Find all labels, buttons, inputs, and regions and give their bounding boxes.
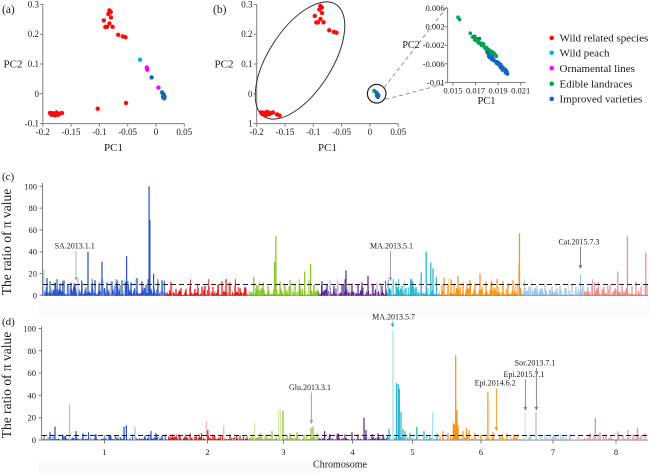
svg-text:0: 0	[33, 290, 37, 300]
svg-text:SA.2013.1.1: SA.2013.1.1	[55, 242, 95, 251]
svg-text:0: 0	[368, 127, 373, 137]
svg-text:PC1: PC1	[477, 96, 495, 107]
svg-text:Chromosome: Chromosome	[313, 460, 367, 471]
svg-text:-0.006: -0.006	[423, 59, 445, 69]
svg-text:-0.05: -0.05	[118, 127, 137, 137]
svg-text:0: 0	[35, 89, 40, 99]
svg-text:2: 2	[205, 447, 209, 457]
svg-text:0.2: 0.2	[241, 29, 252, 39]
svg-text:(b): (b)	[213, 4, 227, 16]
svg-text:(a): (a)	[2, 4, 15, 16]
svg-text:Improved varieties: Improved varieties	[560, 94, 643, 106]
svg-text:0.021: 0.021	[511, 86, 530, 96]
svg-text:40: 40	[29, 247, 38, 257]
svg-text:-0.01: -0.01	[427, 77, 445, 87]
svg-text:0: 0	[154, 127, 159, 137]
svg-text:4: 4	[350, 447, 355, 457]
svg-text:Wild peach: Wild peach	[560, 48, 610, 60]
svg-text:Sor.2013.7.1: Sor.2013.7.1	[515, 359, 556, 368]
svg-text:3: 3	[281, 447, 285, 457]
svg-text:40: 40	[28, 390, 37, 400]
svg-text:Wild related species: Wild related species	[560, 33, 649, 45]
svg-text:1: 1	[248, 119, 253, 129]
svg-text:(d): (d)	[2, 316, 15, 328]
svg-text:0.019: 0.019	[489, 86, 508, 96]
svg-text:PC2: PC2	[215, 59, 234, 71]
svg-text:0.006: 0.006	[425, 3, 444, 13]
svg-text:0.1: 0.1	[28, 59, 39, 69]
svg-text:-0.15: -0.15	[276, 127, 295, 137]
svg-text:0.3: 0.3	[241, 0, 253, 9]
svg-text:Ornamental lines: Ornamental lines	[560, 63, 635, 75]
svg-text:1: 1	[102, 447, 106, 457]
svg-text:100: 100	[24, 181, 37, 191]
svg-text:0.017: 0.017	[466, 86, 485, 96]
svg-text:-0.1: -0.1	[306, 127, 320, 137]
svg-text:The ratio of π value: The ratio of π value	[0, 332, 14, 439]
svg-text:PC2: PC2	[4, 59, 23, 71]
svg-text:-0.1: -0.1	[92, 127, 106, 137]
svg-text:Cat.2015.7.3: Cat.2015.7.3	[558, 238, 599, 247]
svg-text:-0.05: -0.05	[332, 127, 351, 137]
svg-text:MA.2013.5.1: MA.2013.5.1	[370, 242, 413, 251]
svg-text:0.3: 0.3	[28, 0, 40, 9]
svg-text:60: 60	[28, 368, 37, 378]
svg-text:PC1: PC1	[318, 142, 337, 154]
svg-text:Epi.2015.7.1: Epi.2015.7.1	[503, 370, 544, 379]
svg-text:MA.2013.5.7: MA.2013.5.7	[372, 313, 415, 322]
svg-text:7: 7	[551, 447, 555, 457]
svg-text:-0.2: -0.2	[250, 127, 264, 137]
svg-text:0: 0	[32, 435, 36, 445]
svg-text:The ratio of π value: The ratio of π value	[0, 189, 14, 296]
svg-text:20: 20	[28, 413, 37, 423]
svg-text:20: 20	[29, 269, 38, 279]
svg-text:(c): (c)	[2, 171, 15, 183]
svg-text:-0.1: -0.1	[25, 119, 39, 129]
svg-text:0.05: 0.05	[176, 127, 192, 137]
svg-text:0.1: 0.1	[241, 59, 252, 69]
svg-text:0: 0	[248, 89, 253, 99]
svg-text:-0.15: -0.15	[62, 127, 81, 137]
svg-text:PC2: PC2	[402, 40, 419, 51]
svg-text:Epi.2014.6.2: Epi.2014.6.2	[475, 379, 516, 388]
svg-text:-0.002: -0.002	[423, 40, 445, 50]
svg-text:0.05: 0.05	[390, 127, 406, 137]
svg-text:0.002: 0.002	[425, 22, 444, 32]
svg-text:60: 60	[29, 225, 38, 235]
svg-text:5: 5	[410, 447, 414, 457]
svg-text:Edible landraces: Edible landraces	[560, 79, 633, 91]
svg-text:100: 100	[23, 324, 36, 334]
svg-text:0.2: 0.2	[28, 29, 39, 39]
svg-text:80: 80	[28, 346, 37, 356]
svg-text:-0.2: -0.2	[36, 127, 50, 137]
svg-text:Glu.2013.3.1: Glu.2013.3.1	[289, 383, 331, 392]
svg-text:0.015: 0.015	[443, 86, 462, 96]
svg-text:6: 6	[479, 447, 483, 457]
svg-text:80: 80	[29, 203, 38, 213]
svg-text:PC1: PC1	[104, 142, 123, 154]
svg-text:8: 8	[614, 447, 618, 457]
